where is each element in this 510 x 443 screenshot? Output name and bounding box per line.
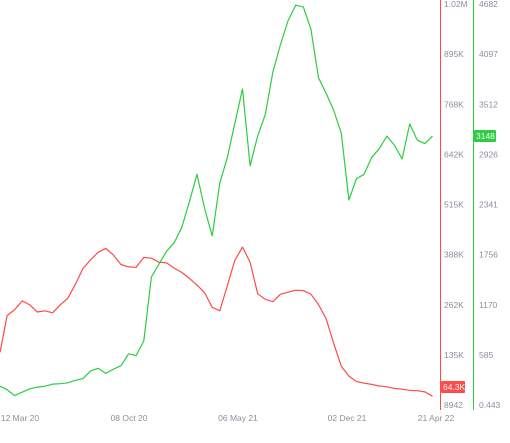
right-axis-tick-label: 2341 — [479, 200, 498, 210]
right-last-value-label: 3148 — [476, 131, 495, 141]
left-axis-tick-label: 768K — [444, 99, 464, 109]
x-axis-tick-label: 02 Dec 21 — [328, 413, 367, 423]
left-axis-tick-label: 8942 — [444, 400, 463, 410]
right-axis-ticks: 4682 4097 3512 2926 2341 1756 1170 585 0.443 — [479, 0, 501, 410]
right-axis-series-line — [0, 4, 433, 397]
right-axis-tick-label: 2926 — [479, 149, 498, 159]
x-axis-tick-label: 06 May 21 — [218, 413, 258, 423]
x-axis-tick-label: 08 Oct 20 — [111, 413, 148, 423]
x-axis-tick-label: 12 Mar 20 — [1, 413, 40, 423]
left-axis-tick-label: 515K — [444, 200, 464, 210]
left-axis-tick-label: 388K — [444, 250, 464, 260]
right-axis-tick-label: 4097 — [479, 49, 498, 59]
x-axis-ticks: 12 Mar 20 08 Oct 20 06 May 21 02 Dec 21 21 A… — [1, 413, 455, 423]
left-last-value-badge — [441, 381, 465, 393]
right-last-value-badge — [474, 130, 496, 142]
left-axis-ticks: 1.02M 895K 768K 642K 515K 388K 262K 135K 8942 — [444, 0, 468, 410]
right-axis-tick-label: 4682 — [479, 0, 498, 9]
left-axis-series-line — [0, 246, 433, 397]
plot-area — [0, 4, 433, 397]
left-axis-tick-label: 642K — [444, 149, 464, 159]
left-axis-tick-label: 1.02M — [444, 0, 468, 9]
right-axis-tick-label: 3512 — [479, 99, 498, 109]
right-axis-tick-label: 0.443 — [479, 400, 501, 410]
right-axis-tick-label: 1756 — [479, 250, 498, 260]
x-axis-tick-label: 21 Apr 22 — [418, 413, 455, 423]
last-value-badges: 64.3K 3148 — [441, 130, 496, 393]
right-axis-tick-label: 1170 — [479, 300, 498, 310]
left-last-value-label: 64.3K — [443, 382, 466, 392]
left-axis-tick-label: 135K — [444, 350, 464, 360]
right-axis-tick-label: 585 — [479, 350, 493, 360]
left-axis-tick-label: 262K — [444, 300, 464, 310]
left-axis-tick-label: 895K — [444, 49, 464, 59]
